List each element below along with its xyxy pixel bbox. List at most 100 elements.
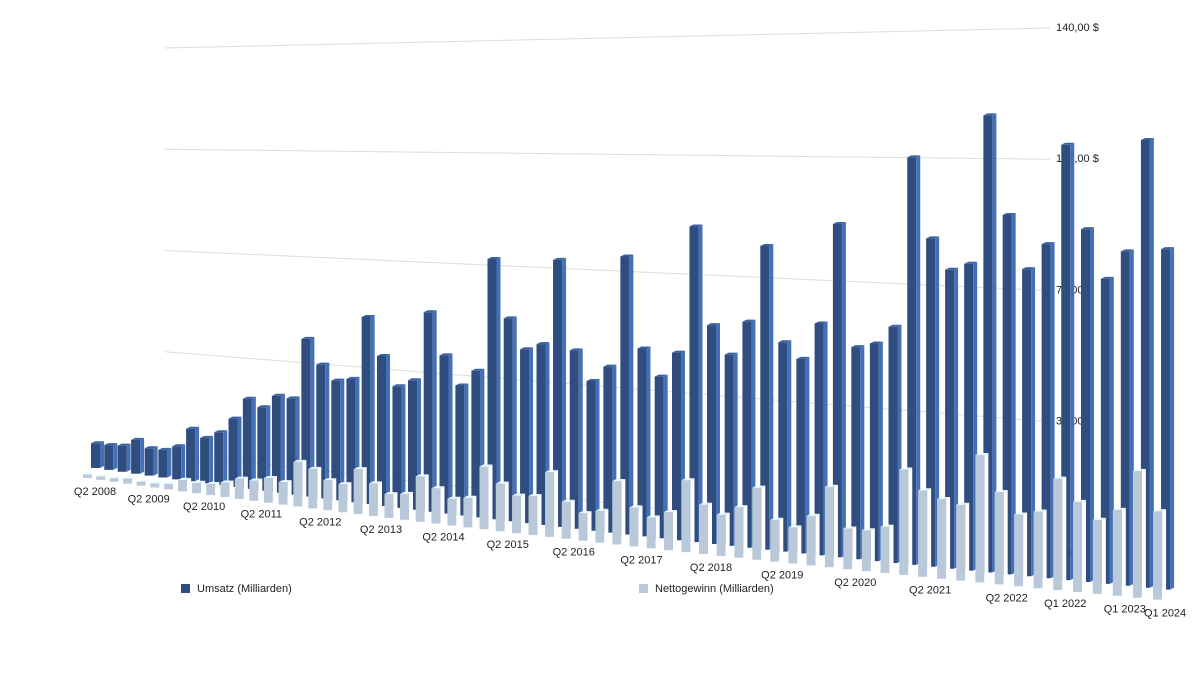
bar	[392, 384, 406, 508]
bar-top	[331, 378, 345, 381]
bar	[242, 396, 256, 489]
bar-top	[964, 261, 978, 264]
bar-front	[788, 527, 798, 564]
bar-side	[266, 405, 271, 491]
bar	[479, 464, 493, 530]
bar	[824, 484, 838, 568]
bar-side	[302, 459, 307, 507]
bar	[806, 513, 820, 566]
bar-front	[1033, 511, 1043, 589]
bar-side	[105, 474, 110, 480]
bar	[654, 374, 668, 539]
bar-front	[926, 238, 936, 567]
legend-swatch	[639, 584, 648, 593]
bar	[843, 526, 857, 570]
bar-front	[415, 476, 425, 522]
bar	[1092, 517, 1106, 594]
bar-top	[1014, 512, 1028, 515]
bar-side	[153, 446, 158, 476]
bar-top	[263, 475, 277, 478]
bar-front	[91, 443, 100, 468]
bar-top	[487, 256, 501, 259]
bar-front	[964, 263, 974, 571]
bar	[96, 474, 110, 480]
bar-top	[271, 393, 285, 396]
bar-side	[393, 492, 398, 518]
x-tick-label: Q2 2011	[241, 509, 282, 521]
bar-side	[340, 378, 345, 501]
bar-top	[323, 478, 337, 481]
bar-side	[570, 499, 575, 539]
bar	[561, 499, 575, 539]
bar	[1132, 468, 1146, 598]
bar-front	[257, 407, 267, 491]
bar-side	[488, 464, 493, 530]
bar-front	[192, 482, 202, 494]
bar-top	[192, 480, 206, 483]
bar-top	[123, 476, 137, 479]
bar	[907, 155, 921, 565]
x-tick-label: Q2 2015	[487, 539, 529, 551]
bar-top	[918, 488, 932, 491]
bar	[880, 524, 894, 573]
bar	[778, 340, 792, 552]
bar-front	[880, 526, 890, 573]
bar-front	[664, 512, 674, 551]
bar	[578, 511, 592, 541]
bar	[689, 224, 703, 543]
bar-front	[707, 325, 716, 544]
bar-side	[132, 476, 137, 484]
bar-top	[206, 482, 220, 485]
bar-side	[1090, 227, 1094, 582]
bar-side	[100, 441, 104, 468]
bar-top	[629, 505, 643, 508]
bar	[994, 490, 1008, 585]
bar-front	[1041, 244, 1051, 579]
bar-top	[278, 480, 292, 483]
bar	[271, 393, 285, 493]
bar-top	[869, 341, 883, 344]
bar-top	[503, 316, 517, 319]
bar-front	[672, 352, 682, 541]
bar	[249, 478, 263, 501]
bar-top	[392, 384, 406, 387]
bar-front	[937, 499, 947, 579]
bar	[1100, 276, 1114, 584]
bar	[945, 267, 959, 569]
bar-front	[423, 312, 433, 512]
bar-front	[1053, 478, 1063, 591]
bar	[338, 482, 352, 513]
bar-side	[562, 257, 567, 527]
bar-front	[263, 477, 273, 503]
bar-front	[353, 469, 363, 515]
bar	[331, 378, 345, 501]
bar	[192, 480, 206, 494]
bar-side	[889, 524, 894, 573]
bar-top	[228, 416, 242, 419]
x-tick-label: Q2 2016	[553, 547, 595, 559]
bar-top	[136, 479, 150, 482]
bar	[1061, 142, 1075, 581]
x-tick-label: Q2 2012	[299, 516, 341, 528]
bar-side	[401, 384, 406, 508]
bar	[431, 486, 445, 524]
bar-top	[724, 352, 738, 355]
bar-top	[926, 236, 940, 239]
bar-front	[136, 481, 146, 486]
bar-side	[1129, 249, 1134, 586]
bar-top	[1140, 138, 1154, 141]
bar-side	[1141, 468, 1146, 598]
y-tick-label: 140,00 $	[1056, 22, 1099, 34]
bar-side	[258, 478, 263, 501]
bar-front	[96, 476, 106, 480]
bar-top	[770, 517, 784, 520]
bar	[455, 383, 469, 516]
bar-top	[471, 368, 485, 371]
bar	[1161, 247, 1175, 590]
bar-top	[479, 464, 493, 467]
bar-side	[347, 482, 352, 513]
bar-top	[512, 493, 526, 496]
bar-top	[431, 486, 445, 489]
bar-top	[96, 474, 110, 477]
x-tick-label: Q2 2020	[834, 577, 876, 589]
